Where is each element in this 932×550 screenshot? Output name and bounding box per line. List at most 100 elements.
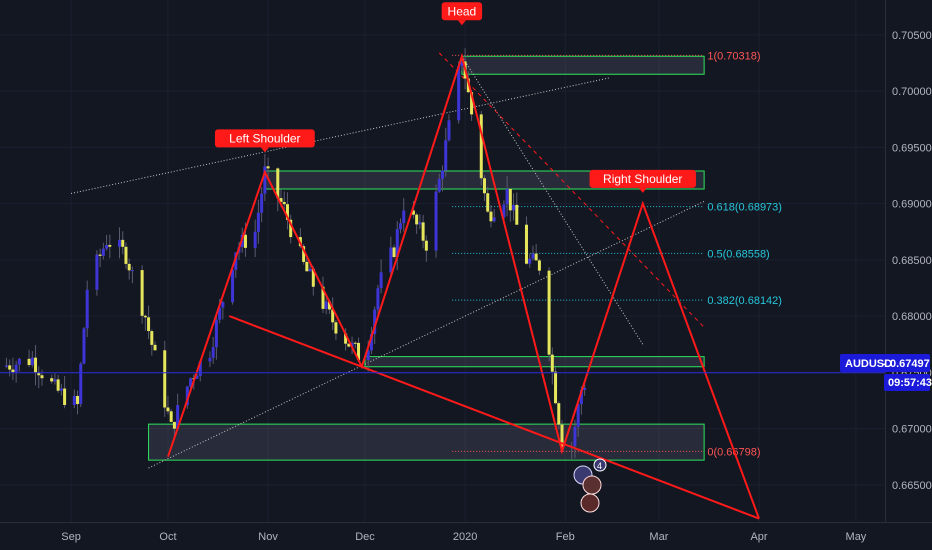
callout-box: [441, 2, 483, 21]
candle-bull: [444, 140, 448, 171]
candle-bull: [395, 229, 399, 258]
candle-bull: [263, 166, 267, 194]
candle-bear: [344, 333, 348, 344]
y-tick-label: 0.68000: [892, 311, 932, 323]
candle-bull: [221, 302, 225, 308]
y-tick-label: 0.67000: [892, 424, 932, 436]
candle-bull: [231, 269, 235, 303]
y-tick-label: 0.68500: [892, 255, 932, 267]
candle-bear: [147, 317, 151, 332]
candle-bull: [101, 248, 105, 256]
candle-bull: [418, 222, 422, 225]
candle-bull: [389, 247, 393, 273]
candle-bear: [489, 211, 493, 222]
candle-bull: [366, 350, 370, 360]
y-tick-label: 0.66500: [892, 480, 932, 492]
candle-bear: [172, 421, 176, 429]
candle-bull: [583, 387, 587, 390]
zone-box: [148, 423, 705, 461]
candle-bear: [547, 270, 551, 355]
candle-bear: [127, 263, 131, 271]
candle-bear: [305, 261, 309, 272]
candle-bull: [379, 272, 383, 289]
x-tick-label: Sep: [61, 531, 81, 543]
time-axis[interactable]: Sep Oct Nov Dec 2020 Feb Mar Apr May: [61, 531, 867, 543]
x-tick-label: Feb: [556, 531, 575, 543]
candle-bear: [108, 244, 112, 247]
candle-bear: [415, 214, 419, 225]
symbol-price: 0.67497: [890, 358, 930, 370]
candle-bull: [531, 253, 535, 259]
x-tick-label: 2020: [453, 531, 477, 543]
candle-bear: [121, 239, 125, 247]
flag-icon[interactable]: [580, 493, 600, 513]
candle-bear: [63, 388, 67, 405]
candle-bull: [253, 231, 257, 248]
candle-bear: [302, 246, 306, 262]
notification-badge-icon: [593, 458, 607, 472]
callout-label-right-shoulder: Right Shoulder: [603, 172, 682, 186]
fib-label: 1(0.70318): [707, 50, 760, 62]
candle-bear: [560, 424, 564, 448]
candle-bear: [279, 198, 283, 202]
candle-bear: [276, 168, 280, 199]
candle-bull: [573, 426, 577, 447]
candle-bear: [169, 411, 173, 422]
candle-bear: [515, 204, 519, 225]
candle-bear: [411, 210, 415, 215]
x-tick-label: Nov: [258, 531, 278, 543]
candle-bear: [479, 114, 483, 179]
candle-bull: [528, 258, 532, 264]
candle-bear: [150, 331, 154, 345]
x-tick-label: Apr: [750, 531, 767, 543]
candle-bull: [105, 244, 109, 249]
fib-label: 0.618(0.68973): [707, 202, 782, 214]
symbol-price-tag-box: [840, 354, 930, 372]
candle-bull: [502, 204, 506, 218]
candle-bull: [437, 178, 441, 192]
callout-label-left-shoulder: Left Shoulder: [229, 131, 300, 145]
callout-box: [214, 129, 315, 148]
event-icons[interactable]: 4 31: [573, 458, 607, 513]
dotted-trend-line: [148, 200, 705, 469]
candle-bull: [185, 386, 189, 406]
candle-bull: [434, 191, 438, 251]
candle-bear: [334, 322, 338, 334]
x-tick-label: Dec: [355, 531, 375, 543]
candle-bull: [118, 239, 122, 247]
fib-label: 0.382(0.68142): [707, 295, 782, 307]
candle-bull: [324, 301, 328, 309]
candle-bear: [327, 301, 331, 310]
candle-bull: [373, 309, 377, 335]
candle-bull: [79, 363, 83, 405]
candle-bull: [308, 268, 312, 272]
candle-bull: [17, 358, 21, 365]
y-tick-label: 0.69000: [892, 199, 932, 211]
symbol-price-tag: AUDUSD - 0.67497 09:57:43: [840, 354, 932, 391]
candle-bull: [30, 357, 34, 366]
callouts: Head Left Shoulder Right Shoulder: [214, 2, 696, 193]
fib-levels: 1(0.70318) 0.618(0.68973) 0.5(0.68558) 0.38…: [452, 50, 782, 458]
candle-bear: [285, 204, 289, 220]
pattern-line: [228, 315, 760, 520]
candle-bear: [353, 342, 357, 344]
zone-box: [364, 356, 705, 368]
candle-bear: [534, 253, 538, 261]
symbol-separator: -: [883, 358, 887, 370]
candle-bear: [11, 369, 15, 373]
candle-bull: [208, 357, 212, 362]
symbol-label: AUDUSD: [845, 358, 892, 370]
candle-bull: [492, 217, 496, 222]
candle-bull: [195, 375, 199, 379]
candle-bull: [579, 389, 583, 405]
candle-bear: [486, 193, 490, 212]
candle-bear: [331, 309, 335, 323]
candle-bear: [76, 395, 80, 405]
callout-pointer: [638, 187, 647, 193]
candle-bear: [282, 201, 286, 205]
x-tick-label: May: [846, 531, 867, 543]
candle-bull: [95, 254, 99, 290]
candle-bear: [140, 270, 144, 316]
